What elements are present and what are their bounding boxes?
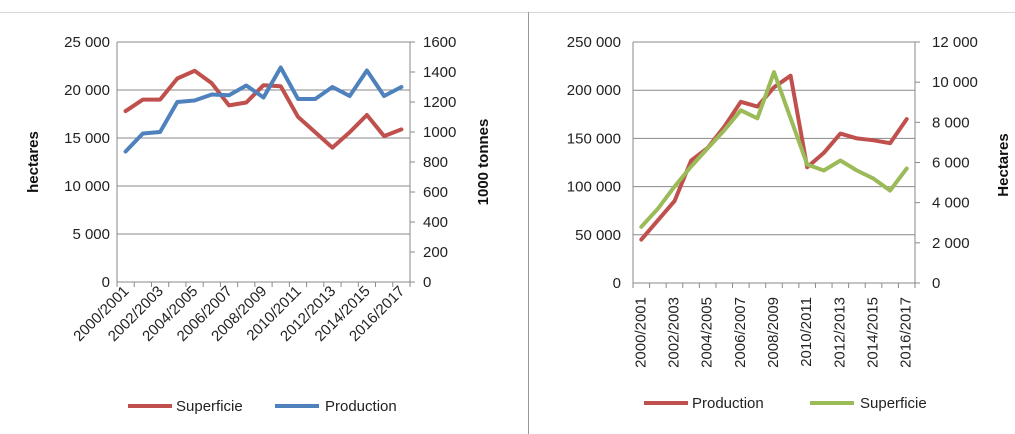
y-right-tick-label: 1000 bbox=[423, 124, 456, 141]
y-left-tick-label: 5 000 bbox=[72, 226, 110, 243]
x-tick-label: 2000/2001 bbox=[632, 297, 649, 368]
y-right-tick-label: 2 000 bbox=[932, 235, 970, 252]
y-right-tick-label: 6 000 bbox=[932, 155, 970, 172]
y-right-tick-label: 12 000 bbox=[932, 34, 978, 51]
y-right-axis-title: 1000 tonnes bbox=[475, 119, 492, 206]
x-tick-label: 2006/2007 bbox=[732, 297, 749, 368]
y-left-tick-label: 0 bbox=[102, 274, 110, 291]
y-left-tick-label: 50 000 bbox=[575, 227, 621, 244]
series-line-superficie bbox=[639, 70, 909, 229]
y-right-tick-label: 4 000 bbox=[932, 195, 970, 212]
y-right-tick-label: 10 000 bbox=[932, 74, 978, 91]
y-right-tick-label: 600 bbox=[423, 184, 448, 201]
y-left-tick-label: 200 000 bbox=[567, 82, 621, 99]
y-left-tick-label: 10 000 bbox=[64, 178, 110, 195]
y-right-tick-label: 0 bbox=[423, 274, 431, 291]
y-right-tick-label: 1200 bbox=[423, 94, 456, 111]
y-right-tick-label: 1400 bbox=[423, 64, 456, 81]
y-left-tick-label: 15 000 bbox=[64, 130, 110, 147]
y-left-tick-label: 150 000 bbox=[567, 130, 621, 147]
y-right-tick-label: 0 bbox=[932, 275, 940, 292]
x-tick-label: 2010/2011 bbox=[798, 297, 815, 367]
x-tick-label: 2014/2015 bbox=[865, 297, 882, 368]
series-line-production bbox=[639, 73, 909, 242]
y-right-tick-label: 8 000 bbox=[932, 114, 970, 131]
y-left-axis-title: hectares bbox=[25, 131, 42, 193]
panel-divider bbox=[528, 12, 529, 434]
y-left-tick-label: 250 000 bbox=[567, 34, 621, 51]
series-line-production bbox=[123, 65, 404, 154]
y-right-tick-label: 1600 bbox=[423, 34, 456, 51]
x-tick-label: 2004/2005 bbox=[699, 297, 716, 368]
x-tick-label: 2012/2013 bbox=[831, 297, 848, 368]
legend-label-production: Production bbox=[692, 395, 764, 412]
y-left-tick-label: 25 000 bbox=[64, 34, 110, 51]
legend-label-superficie: Superficie bbox=[860, 395, 927, 412]
y-left-tick-label: 0 bbox=[613, 275, 621, 292]
series-line-superficie bbox=[123, 68, 404, 150]
y-right-tick-label: 400 bbox=[423, 214, 448, 231]
legend-label-production: Production bbox=[325, 398, 397, 415]
x-tick-label: 2016/2017 bbox=[898, 297, 915, 368]
y-right-tick-label: 800 bbox=[423, 154, 448, 171]
top-rule bbox=[0, 12, 1015, 13]
x-tick-label: 2008/2009 bbox=[765, 297, 782, 368]
y-left-tick-label: 20 000 bbox=[64, 82, 110, 99]
y-right-axis-title: Hectares bbox=[995, 133, 1012, 196]
x-tick-label: 2002/2003 bbox=[665, 297, 682, 368]
legend-label-superficie: Superficie bbox=[176, 398, 243, 415]
y-right-tick-label: 200 bbox=[423, 244, 448, 261]
y-left-tick-label: 100 000 bbox=[567, 179, 621, 196]
